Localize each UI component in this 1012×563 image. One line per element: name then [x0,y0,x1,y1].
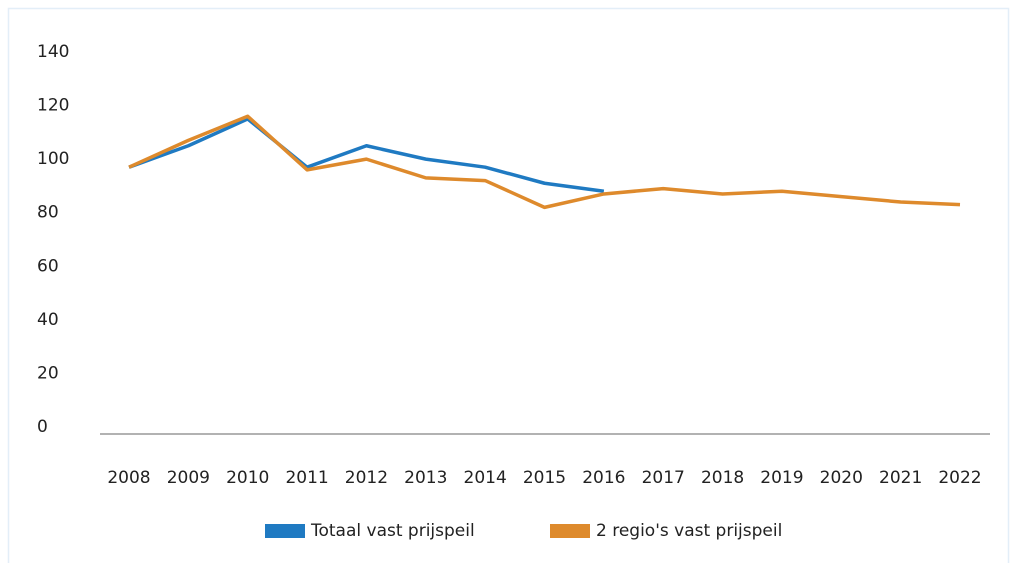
y-tick-label: 0 [37,417,48,437]
frame [7,7,1010,563]
line [128,117,605,194]
x-tick-label: 2016 [582,468,625,488]
legend-label: Totaal vast prijspeil [310,521,475,541]
x-tick-label: 2022 [938,468,981,488]
x-tick-label: 2012 [345,468,388,488]
y-tick-label: 100 [37,149,69,169]
x-tick-label: 2008 [107,468,150,488]
x-tick-label: 2020 [820,468,863,488]
x-tick-label: 2021 [879,468,922,488]
x-tick-label: 2010 [226,468,269,488]
x-tick-label: 2018 [701,468,744,488]
legend-swatch [265,524,305,538]
x-tick-label: 2014 [464,468,507,488]
legend-label: 2 regio's vast prijspeil [596,521,782,541]
y-tick-label: 140 [37,42,69,62]
y-tick-label: 120 [37,96,69,116]
x-tick-label: 2009 [167,468,210,488]
x-tick-label: 2013 [404,468,447,488]
line [128,114,961,210]
x-tick-label: 2015 [523,468,566,488]
y-tick-label: 60 [37,256,59,276]
y-tick-label: 20 [37,363,59,383]
x-tick-label: 2017 [642,468,685,488]
y-tick-label: 80 [37,203,59,223]
y-tick-label: 40 [37,310,59,330]
legend-swatch [550,524,590,538]
x-tick-label: 2011 [285,468,328,488]
x-tick-label: 2019 [760,468,803,488]
